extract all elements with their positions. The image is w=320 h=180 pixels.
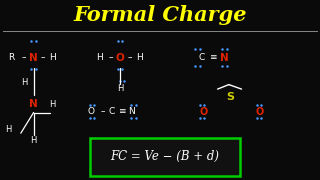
Text: FC = Ve − (B + d): FC = Ve − (B + d): [110, 150, 219, 163]
Text: O: O: [88, 107, 95, 116]
Text: Formal Charge: Formal Charge: [73, 5, 247, 25]
Text: N: N: [128, 107, 135, 116]
Text: O: O: [255, 107, 263, 117]
Text: H: H: [5, 125, 11, 134]
Text: N: N: [220, 53, 228, 63]
Text: H: H: [117, 84, 123, 93]
Text: ≡: ≡: [209, 53, 217, 62]
Text: O: O: [199, 107, 207, 117]
Text: H: H: [21, 78, 27, 87]
Text: –: –: [100, 107, 105, 116]
Text: N: N: [29, 53, 38, 63]
Text: S: S: [227, 92, 234, 102]
Text: ≡: ≡: [118, 107, 125, 116]
Text: H: H: [30, 136, 37, 145]
Text: H: H: [49, 53, 56, 62]
Text: –: –: [108, 53, 113, 62]
Text: H: H: [136, 53, 143, 62]
Text: R: R: [8, 53, 14, 62]
Text: H: H: [96, 53, 103, 62]
Text: –: –: [41, 53, 45, 62]
Text: H: H: [50, 100, 56, 109]
Text: –: –: [127, 53, 132, 62]
Text: N: N: [29, 99, 38, 109]
Text: O: O: [116, 53, 124, 63]
Text: –: –: [22, 53, 26, 62]
Text: C: C: [198, 53, 205, 62]
Text: C: C: [109, 107, 115, 116]
FancyBboxPatch shape: [90, 138, 240, 176]
